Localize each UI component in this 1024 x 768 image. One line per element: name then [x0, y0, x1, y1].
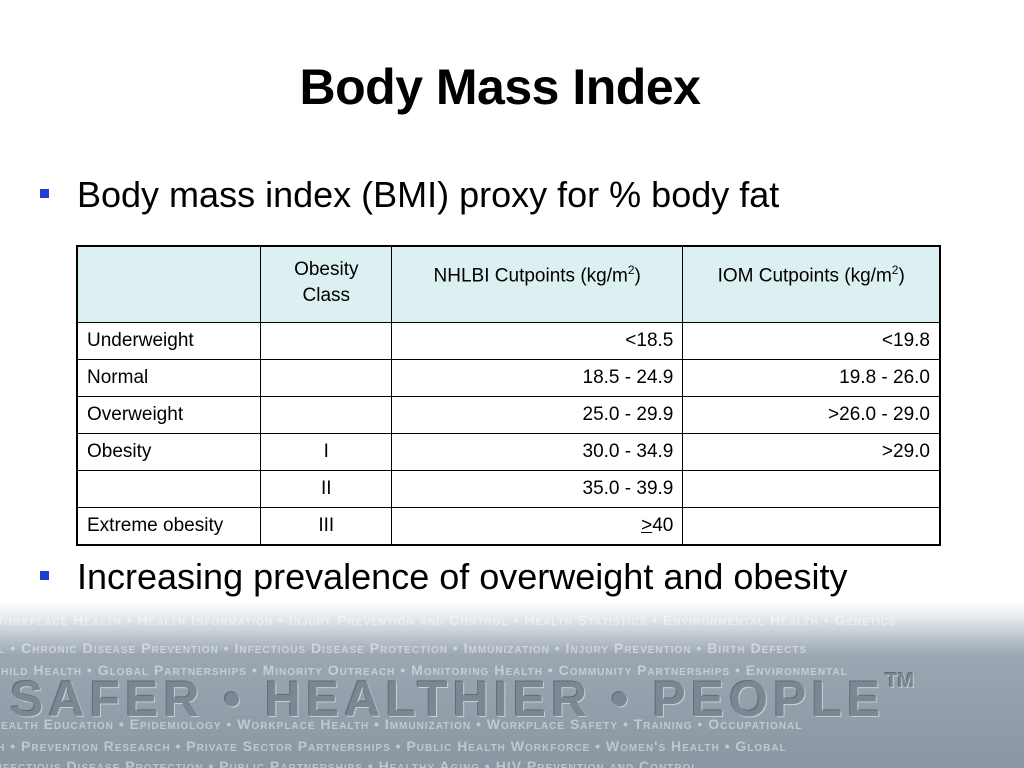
cell-iom [682, 470, 941, 508]
footer-strip: Child Health • Global Partnerships • Min… [0, 662, 848, 678]
cell-category [76, 470, 262, 508]
bullet-text: Increasing prevalence of overweight and … [77, 556, 848, 597]
cell-class: II [260, 470, 393, 508]
square-bullet-icon [40, 188, 49, 198]
cell-iom [682, 507, 941, 546]
table-row: Overweight 25.0 - 29.9 >26.0 - 29.0 [76, 396, 941, 434]
header-obesity-class: Obesity Class [260, 245, 393, 323]
bullet-item: Body mass index (BMI) proxy for % body f… [40, 174, 779, 216]
slide-title: Body Mass Index [299, 59, 701, 115]
cell-nhlbi: >40 [391, 507, 684, 546]
cell-iom: >26.0 - 29.0 [682, 396, 941, 434]
footer-strip: Health Education • Epidemiology • Workpl… [0, 716, 803, 732]
cell-iom: >29.0 [682, 433, 941, 471]
table-row: II 35.0 - 39.9 [76, 470, 941, 508]
trademark: TM [885, 670, 915, 692]
cell-category: Overweight [76, 396, 262, 434]
footer-banner: Workplace Health • Health Information • … [0, 602, 1024, 768]
footer-tagline: SAFER • HEALTHIER • PEOPLETM [10, 670, 915, 727]
cell-category: Underweight [76, 322, 262, 360]
cell-nhlbi: 25.0 - 29.9 [391, 396, 684, 434]
footer-strip: Workplace Health • Health Information • … [0, 612, 897, 628]
square-bullet-icon [40, 570, 49, 580]
table-row: Normal 18.5 - 24.9 19.8 - 26.0 [76, 359, 941, 397]
bmi-table: Obesity Class NHLBI Cutpoints (kg/m2) IO… [76, 245, 941, 546]
cell-class: I [260, 433, 393, 471]
cell-class: III [260, 507, 393, 546]
greater-equal-symbol: > [641, 515, 653, 536]
cell-nhlbi: <18.5 [391, 322, 684, 360]
cell-nhlbi: 35.0 - 39.9 [391, 470, 684, 508]
footer-strip: th • Prevention Research • Private Secto… [0, 738, 787, 754]
cell-category: Normal [76, 359, 262, 397]
cell-class [260, 322, 393, 360]
header-category [76, 245, 262, 323]
cell-class [260, 359, 393, 397]
footer-strip: al • Chronic Disease Prevention • Infect… [0, 640, 808, 656]
cell-nhlbi: 30.0 - 34.9 [391, 433, 684, 471]
cell-nhlbi: 18.5 - 24.9 [391, 359, 684, 397]
header-iom: IOM Cutpoints (kg/m2) [682, 245, 941, 323]
bullet-item: Increasing prevalence of overweight and … [40, 556, 847, 598]
cell-category: Obesity [76, 433, 262, 471]
footer-strip: Infectious Disease Protection • Public P… [0, 758, 699, 768]
cell-iom: 19.8 - 26.0 [682, 359, 941, 397]
table-row: Obesity I 30.0 - 34.9 >29.0 [76, 433, 941, 471]
table-row: Extreme obesity III >40 [76, 507, 941, 546]
table-row: Underweight <18.5 <19.8 [76, 322, 941, 360]
bullet-text: Body mass index (BMI) proxy for % body f… [77, 174, 780, 215]
header-nhlbi: NHLBI Cutpoints (kg/m2) [391, 245, 684, 323]
cell-iom: <19.8 [682, 322, 941, 360]
cell-category: Extreme obesity [76, 507, 262, 546]
cell-class [260, 396, 393, 434]
table-header-row: Obesity Class NHLBI Cutpoints (kg/m2) IO… [76, 245, 941, 323]
